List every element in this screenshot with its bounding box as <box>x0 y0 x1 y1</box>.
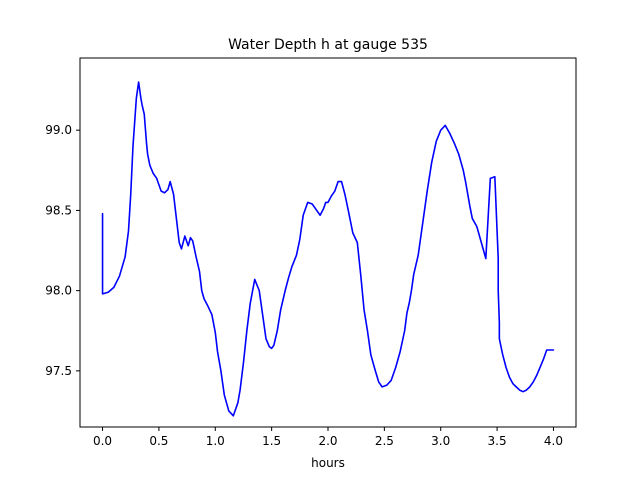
y-tick-label: 98.0 <box>45 284 72 298</box>
x-tick-label: 0.0 <box>93 434 112 448</box>
x-tick-label: 2.0 <box>318 434 337 448</box>
y-tick-label: 98.5 <box>45 203 72 217</box>
y-tick-label: 97.5 <box>45 364 72 378</box>
y-axis-ticks: 97.5 98.0 98.5 99.0 <box>45 123 80 378</box>
x-tick-label: 3.0 <box>431 434 450 448</box>
axes-frame <box>79 57 577 428</box>
plot-area <box>80 58 576 427</box>
x-tick-label: 2.5 <box>375 434 394 448</box>
x-tick-label: 4.0 <box>544 434 563 448</box>
series-line-0 <box>101 81 555 417</box>
x-axis-label: hours <box>311 456 345 470</box>
x-axis-ticks: 0.0 0.5 1.0 1.5 2.0 2.5 3.0 3.5 4.0 <box>93 427 563 448</box>
x-tick-label: 1.0 <box>206 434 225 448</box>
x-tick-label: 1.5 <box>262 434 281 448</box>
chart-title: Water Depth h at gauge 535 <box>228 37 428 53</box>
x-tick-label: 0.5 <box>149 434 168 448</box>
y-tick-label: 99.0 <box>45 123 72 137</box>
series-layer <box>101 81 555 417</box>
x-tick-label: 3.5 <box>488 434 507 448</box>
